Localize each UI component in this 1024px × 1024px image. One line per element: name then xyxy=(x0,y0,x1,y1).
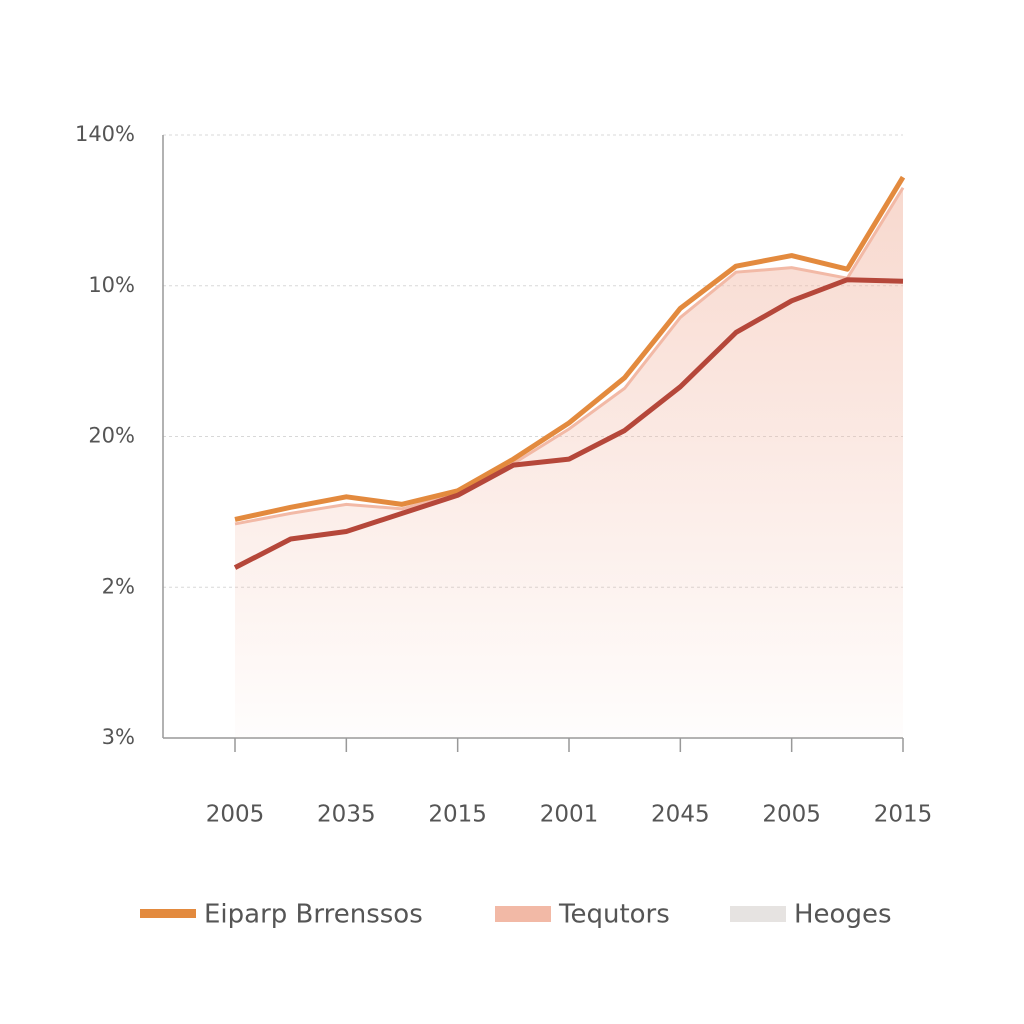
y-tick-label: 2% xyxy=(102,574,135,598)
legend-swatch xyxy=(140,909,196,918)
x-tick-label: 2001 xyxy=(540,802,599,828)
x-tick-label: 2035 xyxy=(317,802,376,828)
y-tick-label: 140% xyxy=(75,122,135,146)
legend-label: Heoges xyxy=(794,900,892,930)
legend-label: Eiparp Brrenssos xyxy=(204,900,423,930)
area-edge xyxy=(234,186,905,526)
line xyxy=(234,175,906,522)
y-tick-label: 3% xyxy=(102,725,135,749)
x-tick-label: 2015 xyxy=(874,802,933,828)
area xyxy=(235,187,903,738)
y-tick-label: 10% xyxy=(88,273,135,297)
legend-label: Tequtors xyxy=(558,900,670,930)
line xyxy=(233,277,904,570)
y-tick-label: 20% xyxy=(88,424,135,448)
x-tick-label: 2045 xyxy=(651,802,710,828)
x-tick-label: 2005 xyxy=(762,802,821,828)
legend-swatch xyxy=(495,906,551,922)
legend-swatch xyxy=(730,906,786,922)
x-tick-label: 2005 xyxy=(206,802,265,828)
x-tick-label: 2015 xyxy=(428,802,487,828)
